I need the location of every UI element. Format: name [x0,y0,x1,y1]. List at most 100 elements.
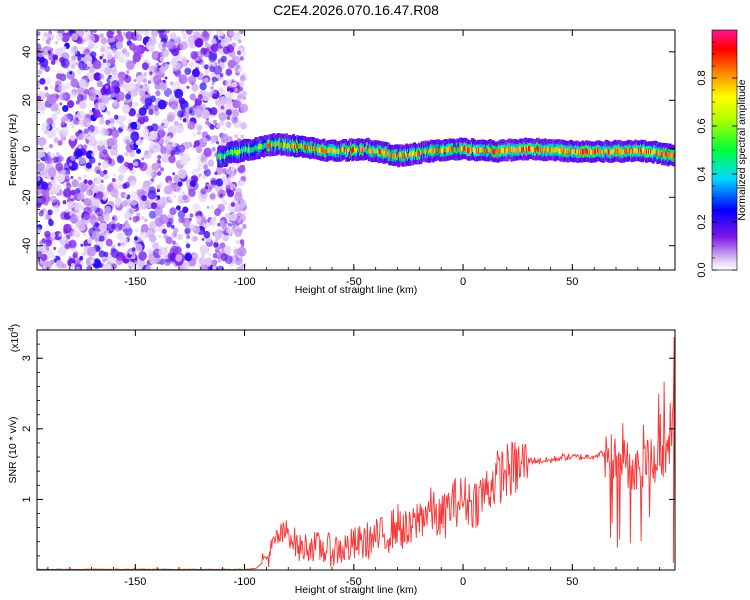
heatmap-speckle [111,129,120,139]
heatmap-speckle [64,243,70,250]
heatmap-speckle [92,259,102,269]
heatmap-speckle [106,138,115,147]
heatmap-speckle [182,111,190,120]
heatmap-speckle [220,253,228,262]
heatmap-speckle [134,260,138,265]
heatmap-speckle [121,115,127,121]
heatmap-speckle [177,144,186,153]
heatmap-speckle [65,174,70,180]
heatmap-speckle [136,212,141,217]
heatmap-speckle [145,264,155,270]
heatmap-speckle [158,248,167,258]
heatmap-speckle [231,162,236,167]
heatmap-speckle [210,107,218,116]
heatmap-speckle [196,130,202,136]
heatmap-speckle [63,223,72,234]
heatmap-speckle [225,121,232,128]
heatmap-speckle [81,252,85,257]
heatmap-speckle [141,62,149,71]
heatmap-speckle [74,61,78,66]
heatmap-speckle [186,59,190,63]
heatmap-speckle [152,242,160,250]
heatmap-speckle [125,143,135,153]
heatmap-speckle [200,52,205,57]
heatmap-speckle [111,249,120,259]
heatmap-speckle [99,222,108,232]
heatmap-speckle [239,180,245,186]
heatmap-speckle [37,162,45,171]
heatmap-speckle [177,168,187,179]
heatmap-speckle [84,89,89,95]
heatmap-speckle [196,146,203,154]
heatmap-speckle [130,131,140,142]
heatmap-speckle [160,146,168,154]
heatmap-speckle [44,260,53,269]
heatmap-speckle [125,139,130,145]
heatmap-speckle [171,141,177,148]
heatmap-speckle [67,201,74,209]
heatmap-speckle [139,231,148,240]
heatmap-speckle [229,213,238,222]
heatmap-speckle [86,190,90,194]
heatmap-speckle [219,196,224,202]
heatmap-speckle [89,110,93,114]
heatmap-speckle [44,77,52,85]
heatmap-speckle [175,36,182,44]
heatmap-speckle [225,168,231,175]
heatmap-speckle [52,54,58,61]
heatmap-speckle [73,202,82,211]
heatmap-speckle [48,218,53,223]
heatmap-speckle [173,194,177,198]
heatmap-speckle [89,209,93,214]
heatmap-speckle [209,186,213,190]
heatmap-speckle [164,185,173,195]
heatmap-speckle [97,139,104,147]
heatmap-speckle [112,178,116,183]
heatmap-speckle [59,92,67,101]
heatmap-speckle [88,42,94,49]
heatmap-speckle [60,58,70,69]
heatmap-speckle [149,71,153,76]
heatmap-speckle [194,37,204,48]
snr-x-tick-label: 0 [460,576,466,588]
heatmap-speckle [157,99,167,110]
snr-x-tick-label: -100 [234,576,256,588]
heatmap-speckle [204,42,210,48]
colorbar-tick-label: 0.0 [696,262,708,277]
heatmap-speckle [37,227,42,234]
heatmap-speckle [226,115,231,121]
heatmap-speckle [154,84,160,90]
heatmap-speckle [150,104,156,111]
heatmap-speckle [39,58,49,68]
heatmap-speckle [210,177,218,186]
heatmap-speckle [213,65,223,75]
heatmap-speckle [189,93,196,101]
heatmap-speckle [210,38,217,45]
heatmap-speckle [70,189,76,196]
heatmap-speckle [49,143,53,149]
heatmap-y-tick-label: -40 [21,238,33,254]
heatmap-speckle [189,213,194,218]
heatmap-speckle [180,30,185,34]
heatmap-speckle [227,59,236,69]
heatmap-speckle [159,56,165,62]
heatmap-speckle [99,43,109,54]
heatmap-speckle [209,135,217,144]
heatmap-speckle [92,185,100,193]
heatmap-speckle [83,212,90,221]
heatmap-speckle [114,223,122,232]
heatmap-x-axis-label: Height of straight line (km) [295,284,418,296]
heatmap-speckle [240,103,249,113]
heatmap-speckle [87,179,93,185]
heatmap-speckle [78,155,87,165]
heatmap-speckle [151,30,159,38]
heatmap-speckle [148,36,157,46]
heatmap-speckle [230,166,236,172]
heatmap-speckle [167,217,174,225]
heatmap-speckle [121,241,127,248]
heatmap-speckle [40,260,46,266]
heatmap-speckle [125,70,130,75]
heatmap-speckle [141,215,145,220]
heatmap-speckle [239,199,247,208]
heatmap-speckle [231,53,236,58]
